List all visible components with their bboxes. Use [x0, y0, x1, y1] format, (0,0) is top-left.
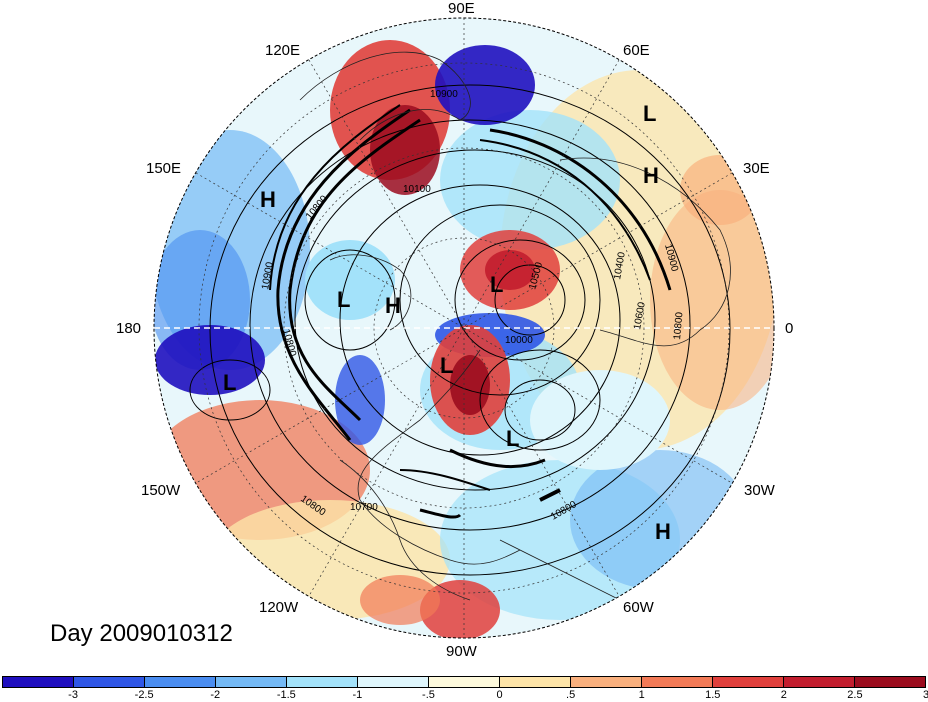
colorbar-tick-label: 2.5 — [847, 689, 863, 701]
high-center: H — [643, 163, 659, 188]
high-center: H — [260, 187, 276, 212]
lon-label-30w: 30W — [744, 482, 775, 499]
graticule — [154, 18, 774, 638]
low-center: L — [490, 272, 503, 297]
colorbar-tick-label: 1.5 — [705, 689, 721, 701]
colorbar-tick-label: -2 — [210, 689, 221, 701]
contour-label: 10800 — [672, 311, 685, 340]
low-center: L — [506, 426, 519, 451]
colorbar-tick-label: 3 — [922, 689, 928, 701]
contour-label: 10700 — [350, 502, 378, 513]
high-center: H — [385, 293, 401, 318]
contour-label: 10900 — [260, 261, 276, 291]
day-label: Day 2009010312 — [50, 620, 233, 647]
coastlines — [299, 51, 731, 601]
colorbar-tick-label: -.5 — [422, 689, 435, 701]
contour-label: 10400 — [612, 251, 628, 281]
colorbar-cell — [784, 677, 855, 687]
colorbar-cell — [500, 677, 571, 687]
map-boundary — [153, 17, 775, 639]
lon-label-120e: 120E — [265, 42, 301, 59]
colorbar-tick-label: -1.5 — [276, 689, 296, 701]
colorbar-tick-label: -3 — [68, 689, 78, 701]
colorbar-cell — [145, 677, 216, 687]
lon-label-60w: 60W — [623, 599, 654, 616]
lon-label-180: 180 — [116, 320, 142, 337]
lon-label-60e: 60E — [623, 42, 650, 59]
low-center: L — [223, 370, 236, 395]
pressure-center-group: L H H H L H L L L L — [223, 101, 671, 544]
colorbar-tick-label: 1 — [638, 689, 645, 701]
contour-label: 10600 — [632, 301, 648, 331]
lon-label-150w: 150W — [141, 482, 181, 499]
colorbar-cell — [74, 677, 145, 687]
contour-label: 10000 — [505, 335, 533, 346]
colorbar-cell — [216, 677, 287, 687]
colorbar-cell — [855, 677, 925, 687]
lon-label-150e: 150E — [146, 160, 182, 177]
colorbar-cell — [642, 677, 713, 687]
colorbar-cell — [429, 677, 500, 687]
colorbar-cell — [713, 677, 784, 687]
colorbar-cell — [358, 677, 429, 687]
colorbar-cell — [3, 677, 74, 687]
colorbar-tick-label: .5 — [566, 689, 576, 701]
colorbar-tick-label: 0 — [496, 689, 503, 701]
colorbar-tick-label: -2.5 — [134, 689, 154, 701]
high-center: H — [655, 519, 671, 544]
low-center: L — [643, 101, 656, 126]
colorbar-tick-label: 2 — [780, 689, 787, 701]
contour-label: 10900 — [430, 89, 458, 100]
lon-label-90w: 90W — [446, 643, 477, 660]
colorbar-tick-label: -1 — [352, 689, 363, 701]
lon-label-120w: 120W — [259, 599, 299, 616]
anomaly-field — [154, 18, 774, 638]
colorbar-cell — [571, 677, 642, 687]
lon-label-0: 0 — [785, 320, 794, 337]
lon-label-90e: 90E — [448, 0, 475, 17]
colorbar — [2, 676, 926, 688]
contour-label: 10100 — [403, 184, 431, 195]
colorbar-cell — [287, 677, 358, 687]
height-contours — [189, 84, 731, 576]
low-center: L — [440, 353, 453, 378]
lon-label-30e: 30E — [743, 160, 770, 177]
low-center: L — [337, 287, 350, 312]
